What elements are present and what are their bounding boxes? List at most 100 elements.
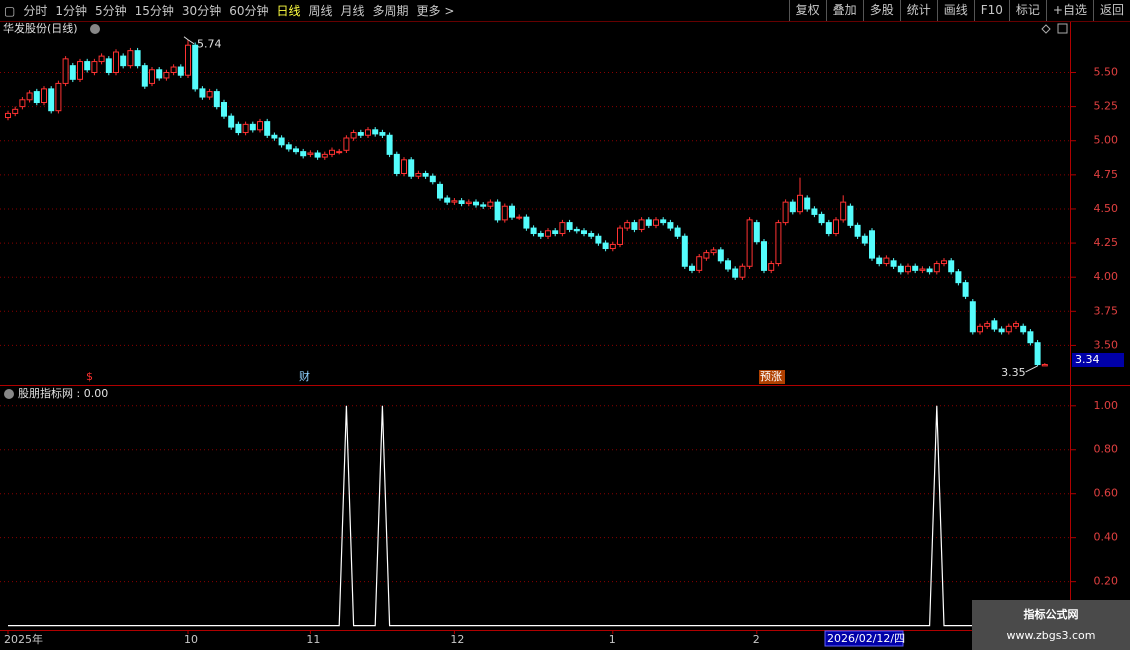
candle-body <box>739 265 746 278</box>
candle-body <box>343 137 350 151</box>
date-label: 12 <box>450 633 464 646</box>
candle-body <box>365 129 371 136</box>
candle-body <box>314 152 321 158</box>
period-tabs: 分时 1分钟 5分钟 15分钟 30分钟 60分钟 日线 周线 月线 多周期 更多 > <box>19 2 458 19</box>
candle-body <box>545 230 551 237</box>
candle-body <box>120 55 127 67</box>
candle-body <box>105 58 112 73</box>
period-tab[interactable]: 日线 <box>276 4 301 18</box>
candle-body <box>710 249 717 254</box>
candle-body <box>588 233 595 237</box>
candle-body <box>537 233 544 237</box>
candle-body <box>149 69 155 84</box>
candle-body <box>221 102 227 117</box>
y-tick-label: 1.00 <box>1094 399 1119 412</box>
period-tab[interactable]: 15分钟 <box>134 4 174 18</box>
y-tick-label: 5.00 <box>1094 134 1119 147</box>
candle-body <box>854 224 861 237</box>
candle-body <box>177 66 184 76</box>
candle-body <box>141 65 148 87</box>
candle-body <box>890 260 897 267</box>
candle-body <box>285 144 292 150</box>
candle-body <box>919 268 926 271</box>
tool-buttons: 复权 叠加 多股 统计 画线 F10 标记 +自选 返回 <box>788 0 1130 21</box>
candle-body <box>660 219 667 224</box>
candle-body <box>595 235 602 244</box>
candle-body <box>451 200 458 203</box>
candle-body <box>782 201 789 224</box>
cursor-date: 2026/02/12/四 <box>827 632 905 645</box>
candle-body <box>883 257 890 265</box>
y-tick-label: 4.50 <box>1094 202 1119 215</box>
candle-body <box>386 134 393 155</box>
tool-button[interactable]: +自选 <box>1045 0 1093 21</box>
candle-body <box>307 152 314 155</box>
icon[interactable] <box>1041 24 1051 34</box>
period-tab[interactable]: 5分钟 <box>95 4 127 18</box>
icon[interactable] <box>90 24 100 34</box>
icon[interactable] <box>1057 23 1068 34</box>
tool-button[interactable]: 标记 <box>1008 0 1046 21</box>
candle-body <box>674 227 681 237</box>
y-tick-label: 4.00 <box>1094 270 1119 283</box>
candle-body <box>192 44 199 90</box>
date-label: 2 <box>753 633 760 646</box>
indicator-line <box>8 405 1045 627</box>
candle-body <box>703 252 710 259</box>
candle-body <box>876 257 883 265</box>
candle-body <box>336 151 343 154</box>
period-tab[interactable]: 多周期 <box>372 4 409 18</box>
candle-body <box>926 268 933 273</box>
candle-body <box>717 249 724 262</box>
tool-button[interactable]: 复权 <box>788 0 826 21</box>
period-tab[interactable]: 1分钟 <box>55 4 87 18</box>
candle-body <box>242 123 249 134</box>
icon[interactable] <box>4 389 14 399</box>
candle-body <box>761 241 767 271</box>
period-tab[interactable]: 30分钟 <box>181 4 222 18</box>
period-tab[interactable]: 更多 > <box>416 4 455 18</box>
candle-body <box>444 197 451 203</box>
candle-body <box>1027 331 1034 344</box>
candle-body <box>631 222 638 230</box>
candle-body <box>753 222 760 243</box>
candle-body <box>185 44 191 76</box>
cursor-date-box <box>824 630 904 647</box>
candle-body <box>653 219 659 226</box>
y-tick-label: 0.40 <box>1094 531 1119 544</box>
candle-body <box>437 183 443 199</box>
tool-button[interactable]: 多股 <box>862 0 900 21</box>
date-label: 2025年 <box>4 632 43 646</box>
tool-button[interactable]: 统计 <box>899 0 937 21</box>
y-tick-label: 0.60 <box>1094 487 1119 500</box>
candle-body <box>156 69 163 79</box>
toolbar: ▢ 分时 1分钟 5分钟 15分钟 30分钟 60分钟 日线 周线 月线 多周期 更多 > 复权 叠加 多股… <box>0 0 1130 22</box>
tool-button[interactable]: 返回 <box>1092 0 1130 21</box>
candle-body <box>617 227 623 245</box>
period-tab[interactable]: 周线 <box>308 4 333 18</box>
candle-body <box>725 260 731 270</box>
candle-body <box>206 91 213 98</box>
period-tab[interactable]: 60分钟 <box>229 4 269 18</box>
tool-button[interactable]: 画线 <box>936 0 974 21</box>
candle-body <box>804 197 811 210</box>
period-tab[interactable]: 分时 <box>23 4 48 18</box>
candle-body <box>897 265 904 273</box>
candle-body <box>1005 325 1012 333</box>
candle-body <box>170 66 177 73</box>
candle-body <box>494 201 501 221</box>
y-tick-label: 4.75 <box>1094 168 1119 181</box>
candle-body <box>113 51 119 73</box>
candle-body <box>1034 342 1041 366</box>
high-label: 5.74 <box>197 38 222 51</box>
tool-button[interactable]: F10 <box>973 0 1009 21</box>
watermark-title: 指标公式网 <box>1024 607 1079 621</box>
y-tick-label: 3.75 <box>1094 304 1119 317</box>
candle-body <box>948 260 955 273</box>
tool-button[interactable]: 叠加 <box>825 0 863 21</box>
period-tab[interactable]: 月线 <box>340 4 365 18</box>
candle-body <box>473 201 479 206</box>
candle-body <box>818 213 825 224</box>
